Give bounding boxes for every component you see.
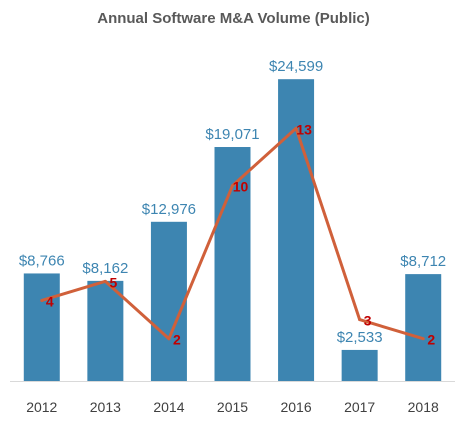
bar-value-label-2017: $2,533 [337, 329, 383, 346]
line-layer [40, 126, 425, 341]
labels-layer: $8,766 2012 $8,162 2013 $12,976 2014 $19,071 20… [19, 58, 446, 415]
bar-2018 [405, 274, 442, 381]
bar-2014 [150, 221, 187, 381]
line-value-label-2018: 2 [427, 332, 435, 348]
x-tick-label-2012: 2012 [26, 399, 57, 415]
line-value-label-2013: 5 [109, 274, 117, 290]
bars-layer [23, 79, 442, 381]
bar-value-label-2015: $19,071 [205, 126, 259, 143]
chart-title: Annual Software M&A Volume (Public) [97, 10, 370, 27]
line-value-label-2017: 3 [364, 313, 372, 329]
line-point-2017 [358, 318, 362, 322]
x-tick-label-2017: 2017 [344, 399, 375, 415]
line-value-label-2016: 13 [296, 121, 312, 137]
x-tick-label-2013: 2013 [90, 399, 121, 415]
line-point-2013 [103, 279, 107, 283]
bar-value-label-2018: $8,712 [400, 253, 446, 270]
line-point-2016 [294, 126, 298, 130]
line-value-label-2015: 10 [233, 179, 249, 195]
bar-2013 [87, 280, 124, 381]
line-point-2012 [40, 298, 44, 302]
bar-2017 [341, 349, 378, 381]
bar-value-label-2012: $8,766 [19, 252, 65, 269]
line-point-2015 [231, 184, 234, 188]
x-tick-label-2016: 2016 [280, 399, 311, 415]
bar-value-label-2014: $12,976 [142, 201, 196, 218]
line-value-label-2012: 4 [46, 293, 54, 309]
x-tick-label-2014: 2014 [153, 399, 184, 415]
x-tick-label-2015: 2015 [217, 399, 248, 415]
line-point-2014 [167, 337, 171, 341]
bar-value-label-2016: $24,599 [269, 58, 323, 75]
bar-value-label-2013: $8,162 [82, 260, 128, 277]
bar-2012 [23, 273, 60, 381]
line-point-2018 [421, 337, 425, 341]
x-tick-label-2018: 2018 [408, 399, 439, 415]
line-value-label-2014: 2 [173, 332, 181, 348]
